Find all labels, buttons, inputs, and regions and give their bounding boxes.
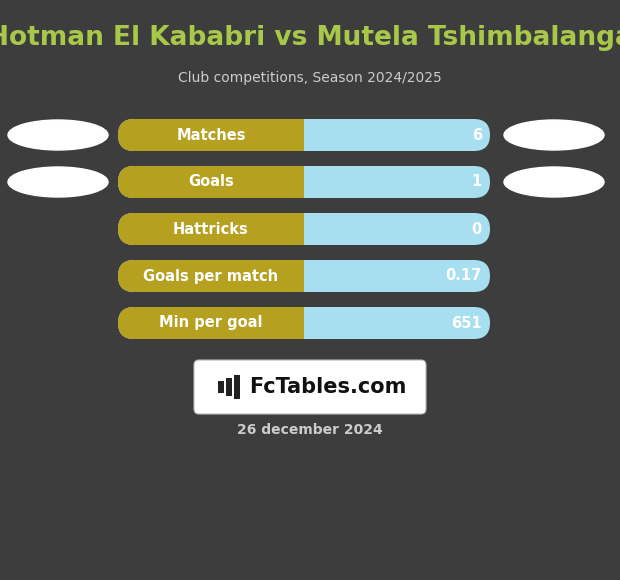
Ellipse shape [8, 120, 108, 150]
Ellipse shape [504, 167, 604, 197]
Bar [304, 166, 323, 198]
Text: Min per goal: Min per goal [159, 316, 263, 331]
FancyBboxPatch shape [118, 166, 320, 198]
FancyBboxPatch shape [118, 119, 490, 151]
FancyBboxPatch shape [118, 213, 320, 245]
Text: Matches: Matches [176, 128, 246, 143]
FancyBboxPatch shape [118, 213, 490, 245]
Text: 651: 651 [451, 316, 482, 331]
FancyBboxPatch shape [118, 119, 320, 151]
Text: Hattricks: Hattricks [173, 222, 249, 237]
Text: 6: 6 [472, 128, 482, 143]
Text: Hotman El Kababri vs Mutela Tshimbalanga: Hotman El Kababri vs Mutela Tshimbalanga [0, 25, 620, 51]
FancyBboxPatch shape [118, 166, 490, 198]
Text: FcTables.com: FcTables.com [250, 377, 407, 397]
Text: 1: 1 [472, 175, 482, 190]
Text: 0.17: 0.17 [446, 269, 482, 284]
FancyBboxPatch shape [118, 260, 320, 292]
Text: Goals per match: Goals per match [143, 269, 278, 284]
Bar [304, 260, 323, 292]
Text: 0: 0 [472, 222, 482, 237]
FancyBboxPatch shape [118, 260, 490, 292]
Bar [226, 378, 232, 396]
Bar [304, 213, 323, 245]
FancyBboxPatch shape [118, 307, 490, 339]
Bar [234, 375, 240, 399]
Bar [304, 119, 323, 151]
Bar [218, 381, 224, 393]
FancyBboxPatch shape [118, 307, 320, 339]
Ellipse shape [8, 167, 108, 197]
Text: Goals: Goals [188, 175, 234, 190]
Ellipse shape [504, 120, 604, 150]
Bar [304, 307, 323, 339]
Text: 26 december 2024: 26 december 2024 [237, 423, 383, 437]
Text: Club competitions, Season 2024/2025: Club competitions, Season 2024/2025 [178, 71, 442, 85]
FancyBboxPatch shape [194, 360, 426, 414]
